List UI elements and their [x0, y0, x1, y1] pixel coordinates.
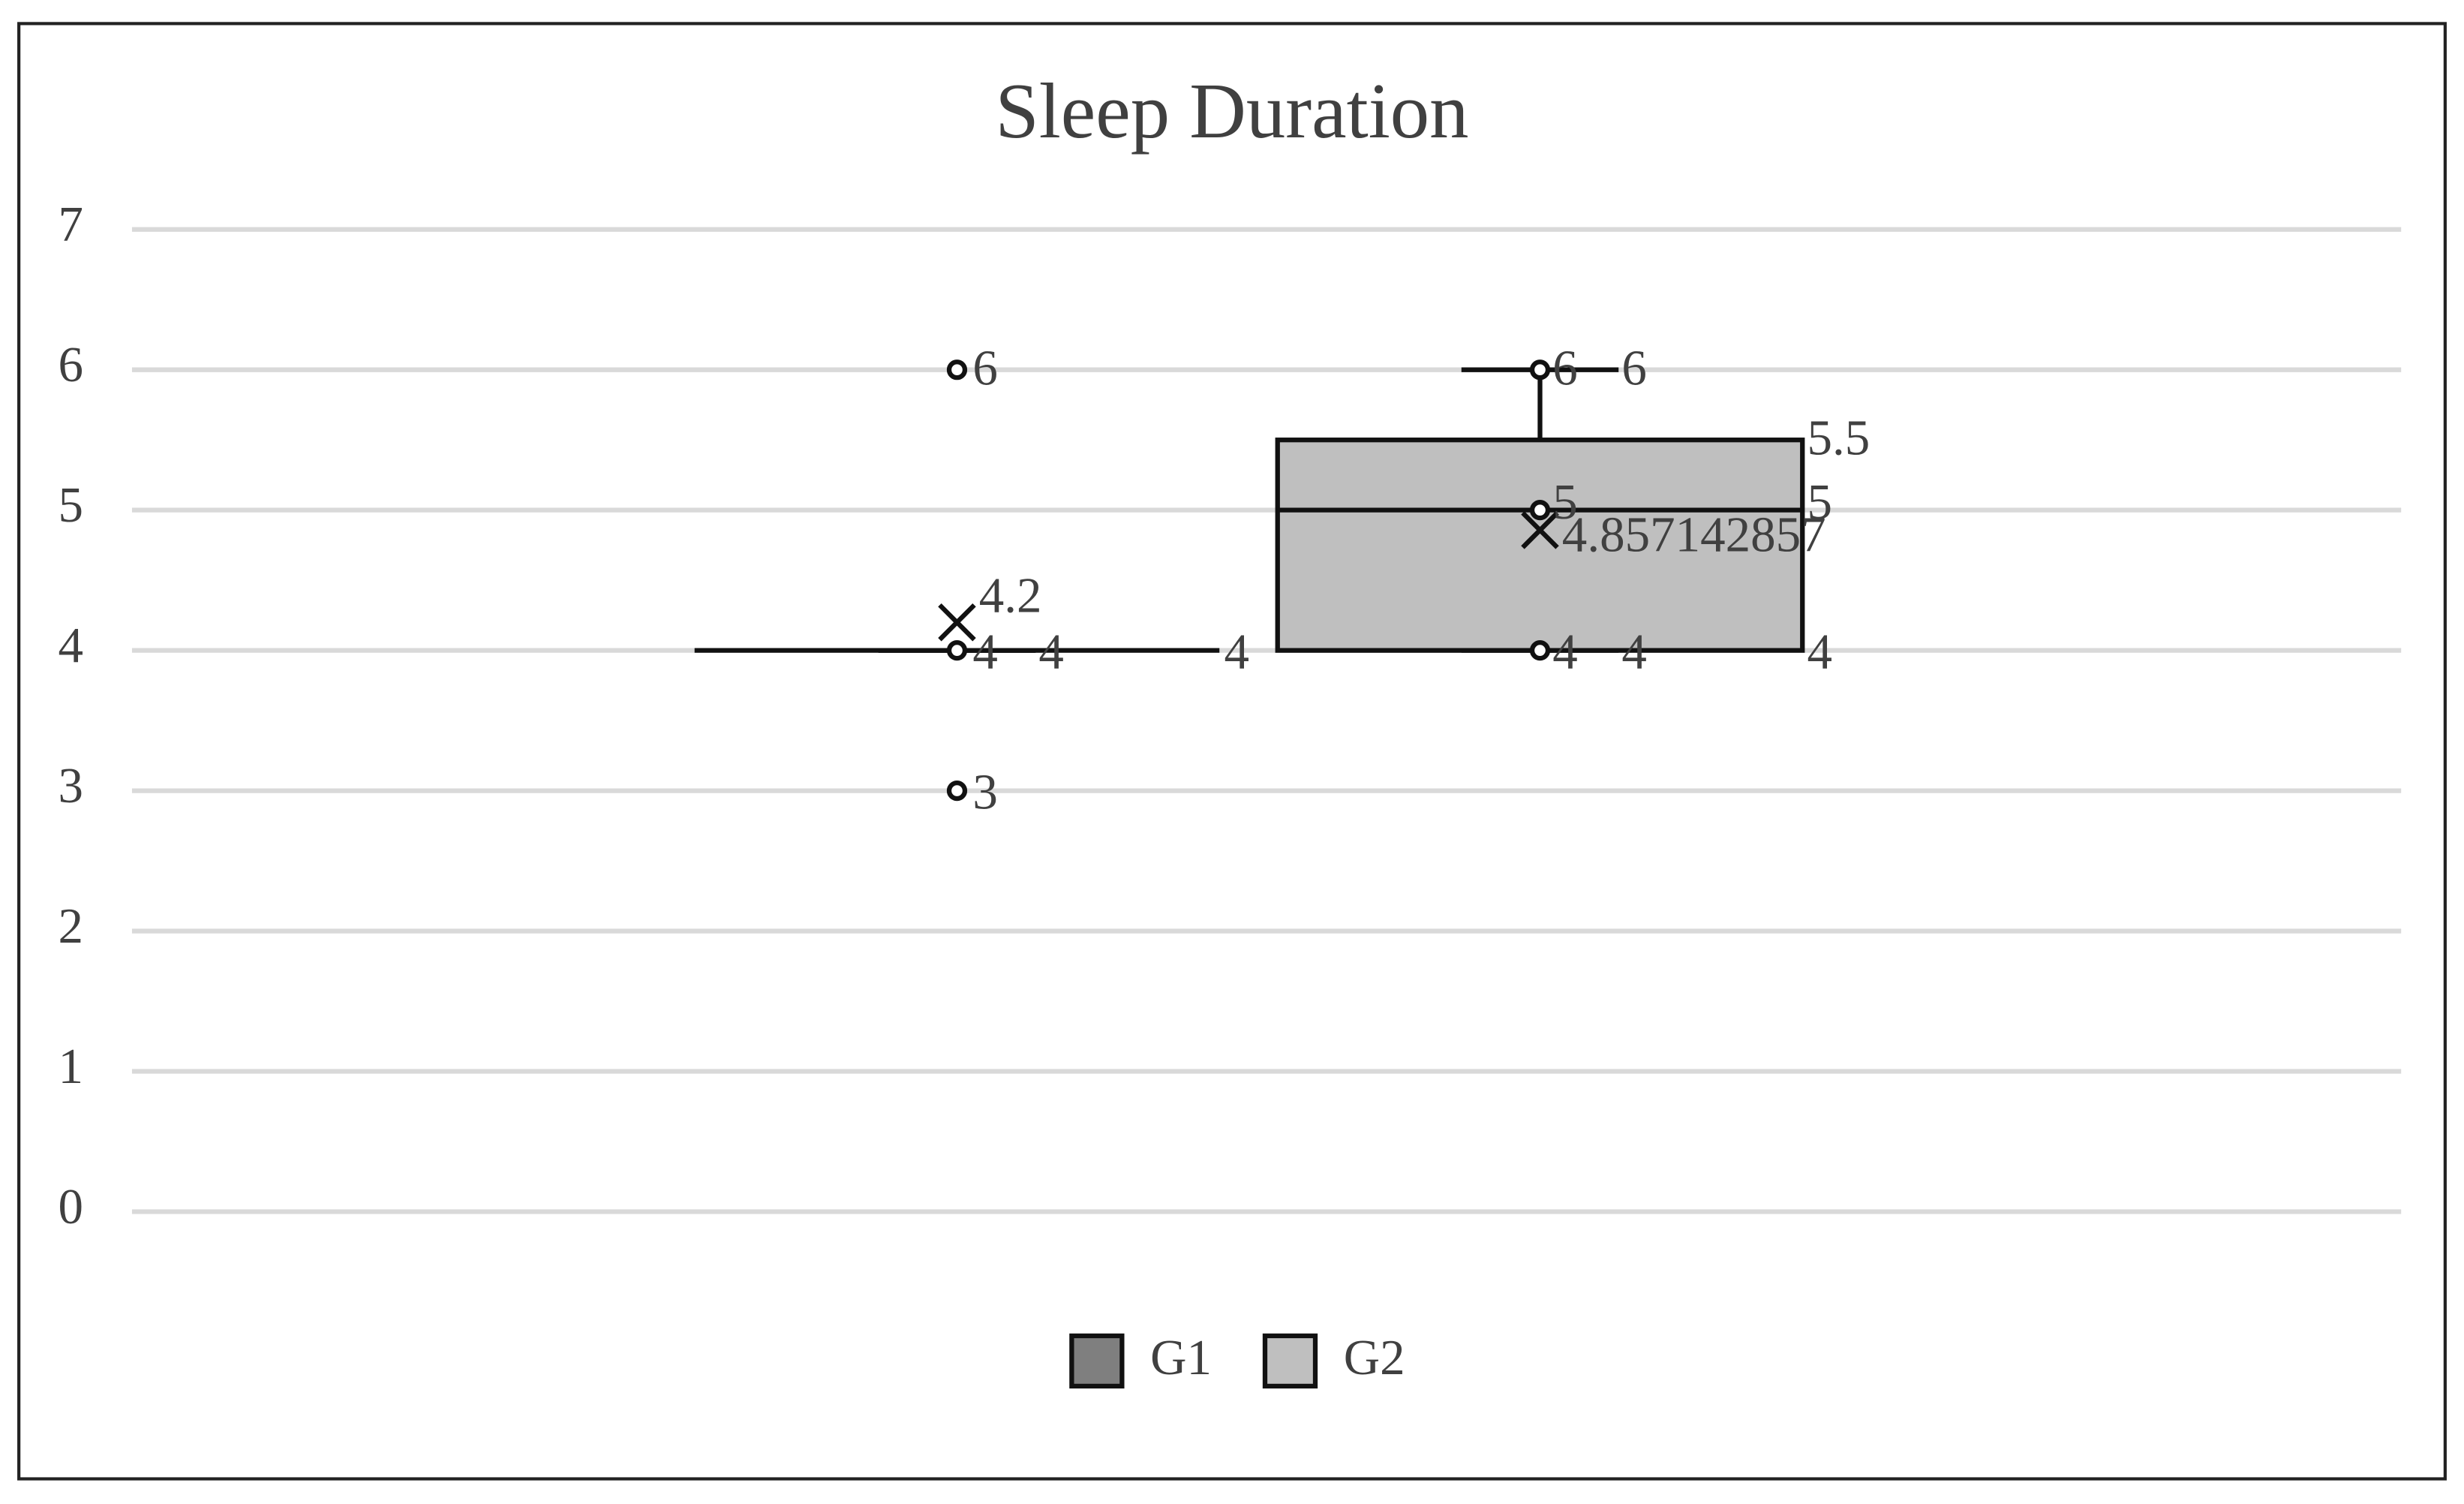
mean-marker	[1521, 511, 1559, 549]
data-point	[946, 780, 968, 802]
data-label: 5	[1807, 474, 1833, 530]
y-tick-label: 1	[58, 1039, 83, 1094]
y-tick-label: 3	[58, 758, 83, 814]
y-tick-label: 0	[58, 1179, 83, 1235]
data-label: 4	[972, 624, 998, 679]
y-tick-label: 2	[58, 898, 83, 954]
data-point	[1529, 359, 1551, 381]
data-point	[1529, 640, 1551, 661]
legend-label: G2	[1344, 1330, 1405, 1385]
data-label: 6	[1552, 340, 1578, 396]
data-point	[1529, 500, 1551, 521]
data-label: 3	[972, 764, 998, 820]
data-label: 4.2	[979, 567, 1042, 623]
data-label: 5	[1552, 474, 1578, 530]
data-label: 4	[1038, 624, 1064, 679]
legend-label: G1	[1150, 1330, 1212, 1385]
data-label: 4.857142857	[1562, 507, 1826, 562]
data-label: 4	[1552, 624, 1578, 679]
y-tick-label: 6	[58, 337, 83, 393]
legend-swatch	[1069, 1333, 1125, 1389]
data-label: 6	[972, 340, 998, 396]
y-tick-label: 7	[58, 197, 83, 252]
y-tick-label: 5	[58, 477, 83, 533]
data-point	[946, 359, 968, 381]
chart-border	[17, 22, 2447, 1481]
data-label: 4	[1621, 624, 1647, 679]
chart-title: Sleep Duration	[995, 68, 1468, 155]
data-point	[946, 640, 968, 661]
legend-swatch	[1262, 1333, 1318, 1389]
data-label: 4	[1224, 624, 1250, 679]
data-label: 4	[1807, 624, 1833, 679]
mean-marker	[938, 603, 976, 642]
y-tick-label: 4	[58, 618, 83, 673]
data-label: 6	[1621, 340, 1647, 396]
data-label: 5.5	[1807, 411, 1871, 466]
